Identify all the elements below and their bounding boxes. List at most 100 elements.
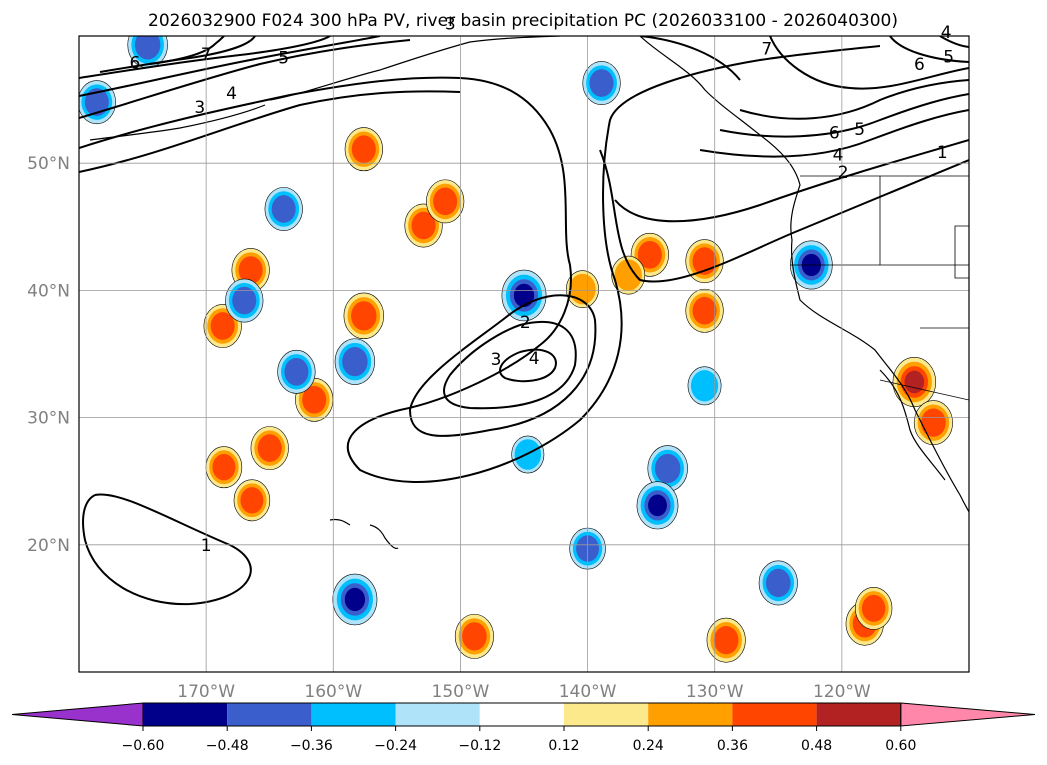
lon-tick-label: 120°W xyxy=(813,682,871,702)
colorbar-segment xyxy=(816,703,901,726)
precip-level xyxy=(921,408,946,437)
pv-contour-6-eastern xyxy=(739,79,969,120)
precip-level xyxy=(240,487,264,514)
pv-contour-5 xyxy=(79,36,331,79)
precip-level xyxy=(411,211,436,240)
precip-negative-cell xyxy=(264,187,303,231)
precip-positive-cell xyxy=(854,586,893,630)
pv-contour-label: 3 xyxy=(491,350,502,370)
coastline-hawaii xyxy=(329,518,399,550)
pv-contour-label: 4 xyxy=(833,145,844,165)
lon-tick-label: 170°W xyxy=(177,682,235,702)
lon-tick-label: 160°W xyxy=(304,682,362,702)
colorbar-tick-label: −0.24 xyxy=(374,738,417,754)
precip-positive-cell xyxy=(205,446,243,489)
pv-contour-label: 5 xyxy=(278,49,289,69)
colorbar-tick-label: −0.60 xyxy=(122,738,165,754)
pv-contour-2-eastern xyxy=(614,139,969,223)
precip-level xyxy=(692,296,717,325)
lat-tick-label: 20°N xyxy=(27,536,70,556)
precip-negative-cell xyxy=(332,573,378,626)
precip-positive-cell xyxy=(343,292,384,340)
colorbar-segment xyxy=(648,703,733,726)
pv-contour-trough xyxy=(346,45,881,483)
precip-level xyxy=(765,568,791,598)
precip-level xyxy=(513,283,535,308)
pv-contour-label: 5 xyxy=(854,120,865,140)
colorbar-tick-label: −0.36 xyxy=(290,738,333,754)
precip-negative-cell xyxy=(225,278,264,323)
coastlines xyxy=(89,36,969,550)
precip-level xyxy=(344,587,366,612)
precip-positive-cell xyxy=(566,270,599,309)
precip-level xyxy=(614,259,642,291)
precip-positive-cell xyxy=(892,357,937,407)
precip-level xyxy=(238,256,263,284)
pv-contour-5-north xyxy=(889,36,969,63)
pv-contour-label: 2 xyxy=(520,313,531,333)
pv-contour-3 xyxy=(79,39,411,119)
coastline-aleutians xyxy=(89,104,266,141)
precip-level xyxy=(861,594,886,622)
coastline-north-america xyxy=(639,36,969,513)
colorbar-tick-label: 0.60 xyxy=(885,738,916,754)
precip-negative-cell xyxy=(636,481,679,530)
colorbar-segment xyxy=(732,703,817,726)
colorbar: −0.60 −0.48 −0.36 −0.24 −0.12 0.12 0.24 0.36 0.4… xyxy=(11,702,1036,754)
pv-contour-7-north xyxy=(639,36,741,81)
pv-contour-6-north xyxy=(769,36,969,90)
colorbar-extend-high xyxy=(900,702,1036,727)
precip-level xyxy=(257,434,282,462)
precip-negative-cell xyxy=(127,36,168,69)
border-us-mexico xyxy=(879,379,969,401)
pv-contours xyxy=(79,36,969,606)
precip-level xyxy=(271,195,296,223)
precip-negative-cell xyxy=(582,61,621,105)
colorbar-segment xyxy=(479,703,564,726)
colorbar-segment xyxy=(395,703,480,726)
pv-contour-label: 4 xyxy=(226,84,237,104)
precip-positive-cell xyxy=(344,127,383,172)
precip-positive-cell xyxy=(295,377,334,422)
precip-level xyxy=(134,36,161,60)
lat-tick-label: 50°N xyxy=(27,154,70,174)
pv-contour-1-south xyxy=(82,493,252,606)
pv-contour-4-north xyxy=(939,36,969,48)
precip-positive-cell xyxy=(630,232,669,277)
lon-tick-label: 130°W xyxy=(686,682,744,702)
precip-level xyxy=(654,453,681,484)
pv-contour-1-eastern xyxy=(599,149,969,283)
pv-contour-4 xyxy=(79,36,381,97)
precip-positive-cell xyxy=(250,426,289,471)
pv-contour-label: 4 xyxy=(529,349,540,369)
longitude-tick-labels: 170°W 160°W 150°W 140°W 130°W 120°W xyxy=(177,682,871,702)
precip-negative-cell xyxy=(334,338,376,385)
precip-negative-cell xyxy=(687,366,722,406)
coastline-baja xyxy=(879,369,946,481)
pv-contour-label: 6 xyxy=(130,54,141,74)
map-background xyxy=(79,36,969,672)
pv-contour-label: 1 xyxy=(201,536,212,556)
precip-level xyxy=(589,69,614,97)
gridlines xyxy=(79,36,969,672)
precip-negative-cell xyxy=(758,560,798,606)
colorbar-extend-low xyxy=(11,702,144,727)
precip-level xyxy=(302,385,327,414)
precip-positive-cell xyxy=(706,617,746,663)
precip-level xyxy=(351,301,377,331)
precip-positive-cell xyxy=(685,288,724,333)
colorbar-tick-label: 0.12 xyxy=(548,738,579,754)
precip-positive-cell xyxy=(233,479,271,522)
precip-positive-cell xyxy=(426,179,465,224)
pv-contour-label: 2 xyxy=(838,163,849,183)
precip-level xyxy=(84,88,109,116)
colorbar-segment xyxy=(311,703,396,726)
colorbar-tick-label: 0.24 xyxy=(633,738,664,754)
latitude-tick-labels: 50°N 40°N 30°N 20°N xyxy=(27,154,70,556)
precip-negative-cell xyxy=(501,269,547,322)
precip-level xyxy=(690,370,719,402)
pv-contour-6 xyxy=(99,36,256,73)
